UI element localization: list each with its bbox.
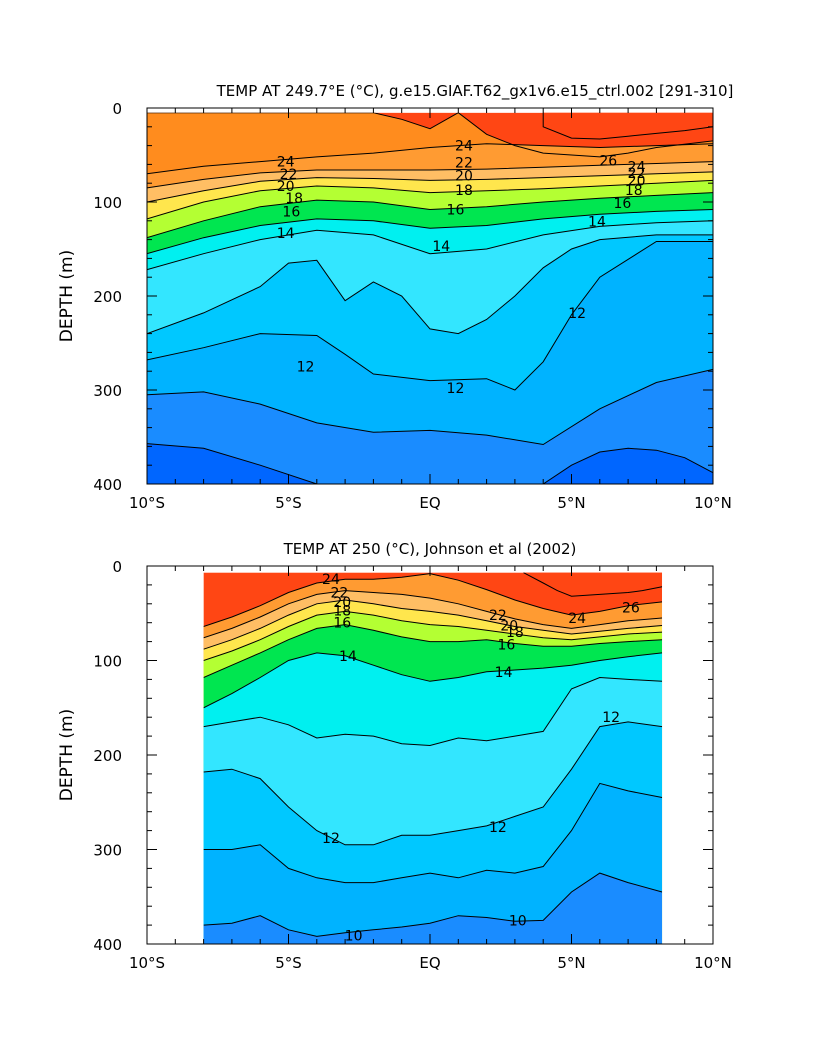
contour-label: 14: [588, 215, 606, 231]
contour-label: 20: [277, 179, 295, 195]
y-tick-label: 100: [93, 194, 122, 212]
contour-label: 12: [322, 831, 340, 847]
contour-label: 10: [345, 928, 363, 944]
contour-label: 18: [625, 183, 643, 199]
contour-fill-group: [147, 112, 713, 484]
contour-line-13: [147, 220, 713, 271]
contour-label: 18: [333, 603, 351, 619]
contour-label: 24: [322, 572, 340, 588]
contour-label: 24: [628, 159, 646, 175]
contour-label: 12: [602, 710, 620, 726]
contour-line-12: [203, 721, 663, 846]
contour-line-22: [147, 161, 713, 189]
contour-line-11: [203, 782, 663, 884]
y-tick-label: 200: [93, 747, 122, 765]
contour-label: 10: [509, 913, 527, 929]
fill-band-9: [543, 448, 713, 484]
contour-label: 16: [614, 196, 632, 212]
contour-line-10: [147, 368, 713, 446]
contour-label: 22: [331, 585, 349, 601]
contour-line-20: [203, 599, 663, 650]
x-tick-label: 10°S: [129, 494, 165, 512]
contour-line-18: [203, 610, 663, 661]
fill-band-26: [523, 572, 663, 597]
contour-label: 24: [568, 611, 586, 627]
x-tick-label: 5°N: [557, 494, 585, 512]
contour-line-18: [147, 179, 713, 220]
y-tick-label: 200: [93, 288, 122, 306]
contour-label: 14: [495, 665, 513, 681]
x-tick-label: 5°S: [275, 494, 302, 512]
contour-label: 12: [447, 381, 465, 397]
contour-line-20: [147, 171, 713, 203]
x-tick-label: EQ: [419, 954, 440, 972]
contour-label: 22: [628, 166, 646, 182]
fill-band-10: [147, 369, 713, 484]
contour-label: 26: [599, 154, 617, 170]
contour-label: 16: [333, 616, 351, 632]
contour-fill-group: [203, 572, 663, 944]
contour-line-28: [542, 112, 713, 140]
contour-line-10: [203, 872, 663, 937]
contour-line-14: [147, 209, 713, 255]
y-axis-title: DEPTH (m): [57, 250, 77, 342]
contour-label: 12: [568, 306, 586, 322]
x-tick-label: 10°N: [694, 954, 732, 972]
contour-label: 12: [489, 820, 507, 836]
contour-label: 14: [432, 239, 450, 255]
fill-band-9: [147, 443, 317, 484]
x-tick-label: 5°S: [275, 954, 302, 972]
contour-label: 22: [455, 156, 473, 172]
contour-label: 20: [333, 595, 351, 611]
x-tick-label: EQ: [419, 494, 440, 512]
contour-label: 22: [280, 167, 298, 183]
contour-line-22: [203, 590, 663, 639]
contour-label: 16: [497, 637, 515, 653]
contour-label: 18: [285, 191, 303, 207]
contour-label: 26: [622, 601, 640, 617]
contour-line-16: [147, 192, 713, 239]
contour-label: 24: [277, 155, 295, 171]
fill-band-28: [543, 112, 713, 139]
x-tick-label: 5°N: [557, 954, 585, 972]
contour-line-26: [523, 572, 663, 597]
y-tick-label: 400: [93, 476, 122, 494]
y-tick-label: 400: [93, 936, 122, 954]
contour-label: 18: [506, 625, 524, 641]
chart-title: TEMP AT 250 (°C), Johnson et al (2002): [283, 540, 577, 558]
fill-band-10: [203, 873, 663, 944]
contour-label: 12: [297, 360, 315, 376]
contour-line-11: [147, 241, 713, 391]
y-tick-label: 100: [93, 653, 122, 671]
contour-line-16: [203, 624, 663, 678]
chart-title: TEMP AT 249.7°E (°C), g.e15.GIAF.T62_gx1…: [216, 82, 734, 101]
contour-label: 22: [489, 608, 507, 624]
contour-label: 20: [628, 173, 646, 189]
contour-line-14: [203, 652, 663, 709]
bottom-panel: 24222018161422201816142426121212101010°S…: [57, 540, 732, 972]
y-tick-label: 300: [93, 382, 122, 400]
contour-label: 14: [339, 649, 357, 665]
contour-label: 18: [455, 183, 473, 199]
x-tick-label: 10°S: [129, 954, 165, 972]
x-tick-label: 10°N: [694, 494, 732, 512]
contour-line-13: [203, 676, 663, 747]
contour-label: 20: [455, 169, 473, 185]
contour-line-12: [147, 234, 713, 335]
y-tick-label: 0: [112, 558, 122, 576]
contour-label: 16: [447, 203, 465, 219]
fill-band-11: [203, 783, 663, 944]
y-tick-label: 0: [112, 100, 122, 118]
contour-line-9: [542, 447, 713, 484]
contour-label: 14: [277, 226, 295, 242]
contour-label: 16: [282, 204, 300, 220]
contour-line-24: [147, 143, 713, 175]
y-tick-label: 300: [93, 842, 122, 860]
y-axis-title: DEPTH (m): [57, 709, 77, 801]
contour-label: 24: [455, 139, 473, 155]
contour-label: 20: [500, 619, 518, 635]
